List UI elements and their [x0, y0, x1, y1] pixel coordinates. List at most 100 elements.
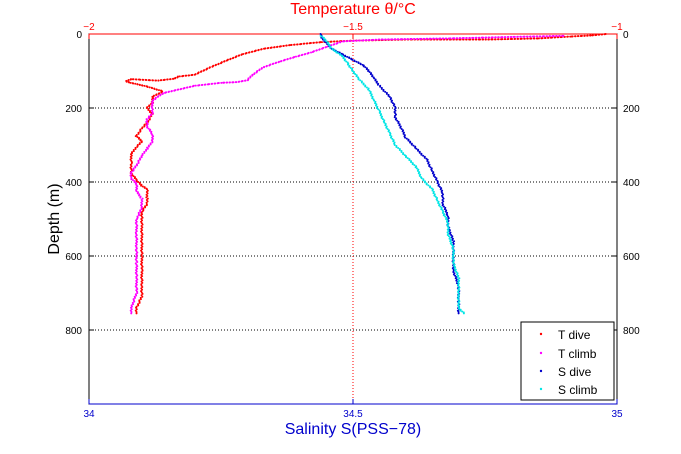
data-point	[249, 76, 252, 79]
data-point	[399, 38, 402, 41]
data-point	[148, 105, 151, 108]
data-point	[342, 57, 345, 60]
data-point	[299, 43, 302, 46]
data-point	[130, 162, 133, 165]
data-point	[188, 86, 191, 89]
data-point	[166, 78, 169, 81]
grid-lines	[89, 34, 617, 404]
data-point	[141, 127, 144, 130]
data-point	[442, 214, 445, 217]
data-point	[240, 53, 243, 56]
data-point	[447, 227, 450, 230]
data-point	[440, 208, 443, 211]
data-point	[147, 117, 150, 120]
data-point	[282, 45, 285, 48]
data-point	[399, 126, 402, 129]
data-point	[423, 156, 426, 159]
data-point	[141, 185, 144, 188]
data-point	[141, 219, 144, 222]
data-point	[135, 190, 138, 193]
data-point	[362, 83, 365, 86]
data-point	[487, 36, 490, 39]
data-point	[134, 82, 137, 85]
data-point	[528, 35, 531, 38]
data-point	[141, 292, 144, 295]
data-point	[543, 37, 546, 40]
data-point	[279, 60, 282, 63]
data-point	[240, 80, 243, 83]
bottom-tick-label: 34.5	[343, 409, 363, 420]
data-point	[474, 38, 477, 41]
data-point	[225, 81, 228, 84]
data-point	[286, 58, 289, 61]
data-point	[125, 80, 128, 83]
data-point	[471, 36, 474, 39]
data-point	[328, 44, 331, 47]
data-point	[561, 34, 564, 37]
data-point	[503, 36, 506, 39]
data-point	[450, 236, 453, 239]
data-point	[484, 38, 487, 41]
data-point	[497, 36, 500, 39]
data-series	[125, 33, 607, 315]
data-point	[436, 199, 439, 202]
data-point	[409, 38, 412, 41]
data-point	[452, 264, 455, 267]
data-point	[253, 50, 256, 53]
data-point	[531, 35, 534, 38]
data-point	[370, 94, 373, 97]
data-point	[132, 179, 134, 182]
data-point	[143, 125, 146, 128]
data-point	[447, 235, 450, 238]
data-point	[219, 62, 222, 65]
data-point	[435, 178, 438, 181]
data-point	[425, 183, 428, 186]
data-point	[393, 38, 396, 41]
data-point	[197, 84, 200, 87]
data-point	[143, 186, 146, 189]
data-point	[352, 72, 355, 75]
data-point	[555, 35, 558, 38]
data-point	[407, 139, 410, 142]
data-point	[395, 146, 398, 149]
data-point	[454, 277, 457, 280]
data-point	[146, 197, 149, 200]
data-point	[130, 308, 133, 311]
data-point	[430, 169, 433, 172]
data-point	[359, 63, 362, 66]
data-point	[222, 81, 225, 84]
data-point	[389, 136, 392, 139]
data-point	[432, 174, 435, 177]
data-point	[387, 130, 390, 133]
data-point	[147, 145, 150, 148]
data-point	[141, 216, 144, 219]
data-point	[454, 274, 457, 277]
data-point	[346, 55, 349, 58]
data-point	[344, 55, 347, 58]
data-point	[234, 56, 237, 59]
data-point	[403, 38, 406, 41]
data-point	[136, 261, 139, 264]
data-point	[134, 147, 137, 150]
y-tick-label-right: 600	[623, 252, 640, 263]
data-point	[378, 111, 381, 114]
data-point	[480, 36, 483, 39]
data-point	[509, 38, 512, 41]
data-point	[208, 66, 211, 69]
data-point	[135, 294, 138, 297]
data-point	[375, 81, 378, 84]
data-point	[149, 143, 152, 146]
data-point	[442, 193, 445, 196]
data-point	[176, 76, 179, 79]
data-point	[268, 64, 271, 67]
data-point	[348, 65, 351, 68]
data-point	[360, 81, 363, 84]
data-point	[415, 37, 418, 40]
data-point	[137, 78, 140, 81]
data-point	[306, 52, 309, 55]
data-point	[394, 118, 397, 121]
data-point	[386, 127, 389, 130]
data-point	[374, 104, 377, 107]
legend: T dive T climb S dive S climb	[520, 321, 615, 401]
data-point	[401, 130, 404, 133]
